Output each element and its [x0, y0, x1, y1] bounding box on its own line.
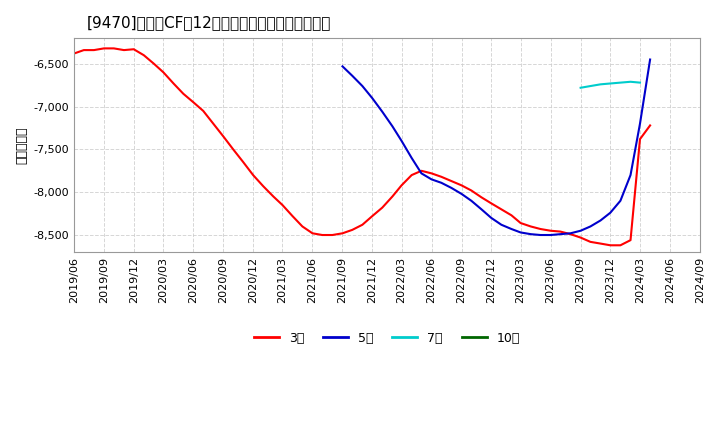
Legend: 3年, 5年, 7年, 10年: 3年, 5年, 7年, 10年	[249, 327, 525, 350]
Y-axis label: （百万円）: （百万円）	[15, 126, 28, 164]
Text: [9470]　投資CFの12か月移動合計の平均値の推移: [9470] 投資CFの12か月移動合計の平均値の推移	[86, 15, 331, 30]
